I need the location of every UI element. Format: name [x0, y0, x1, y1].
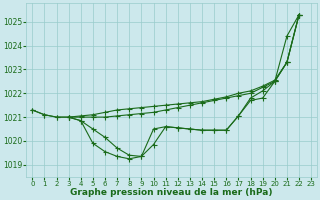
X-axis label: Graphe pression niveau de la mer (hPa): Graphe pression niveau de la mer (hPa) — [70, 188, 273, 197]
